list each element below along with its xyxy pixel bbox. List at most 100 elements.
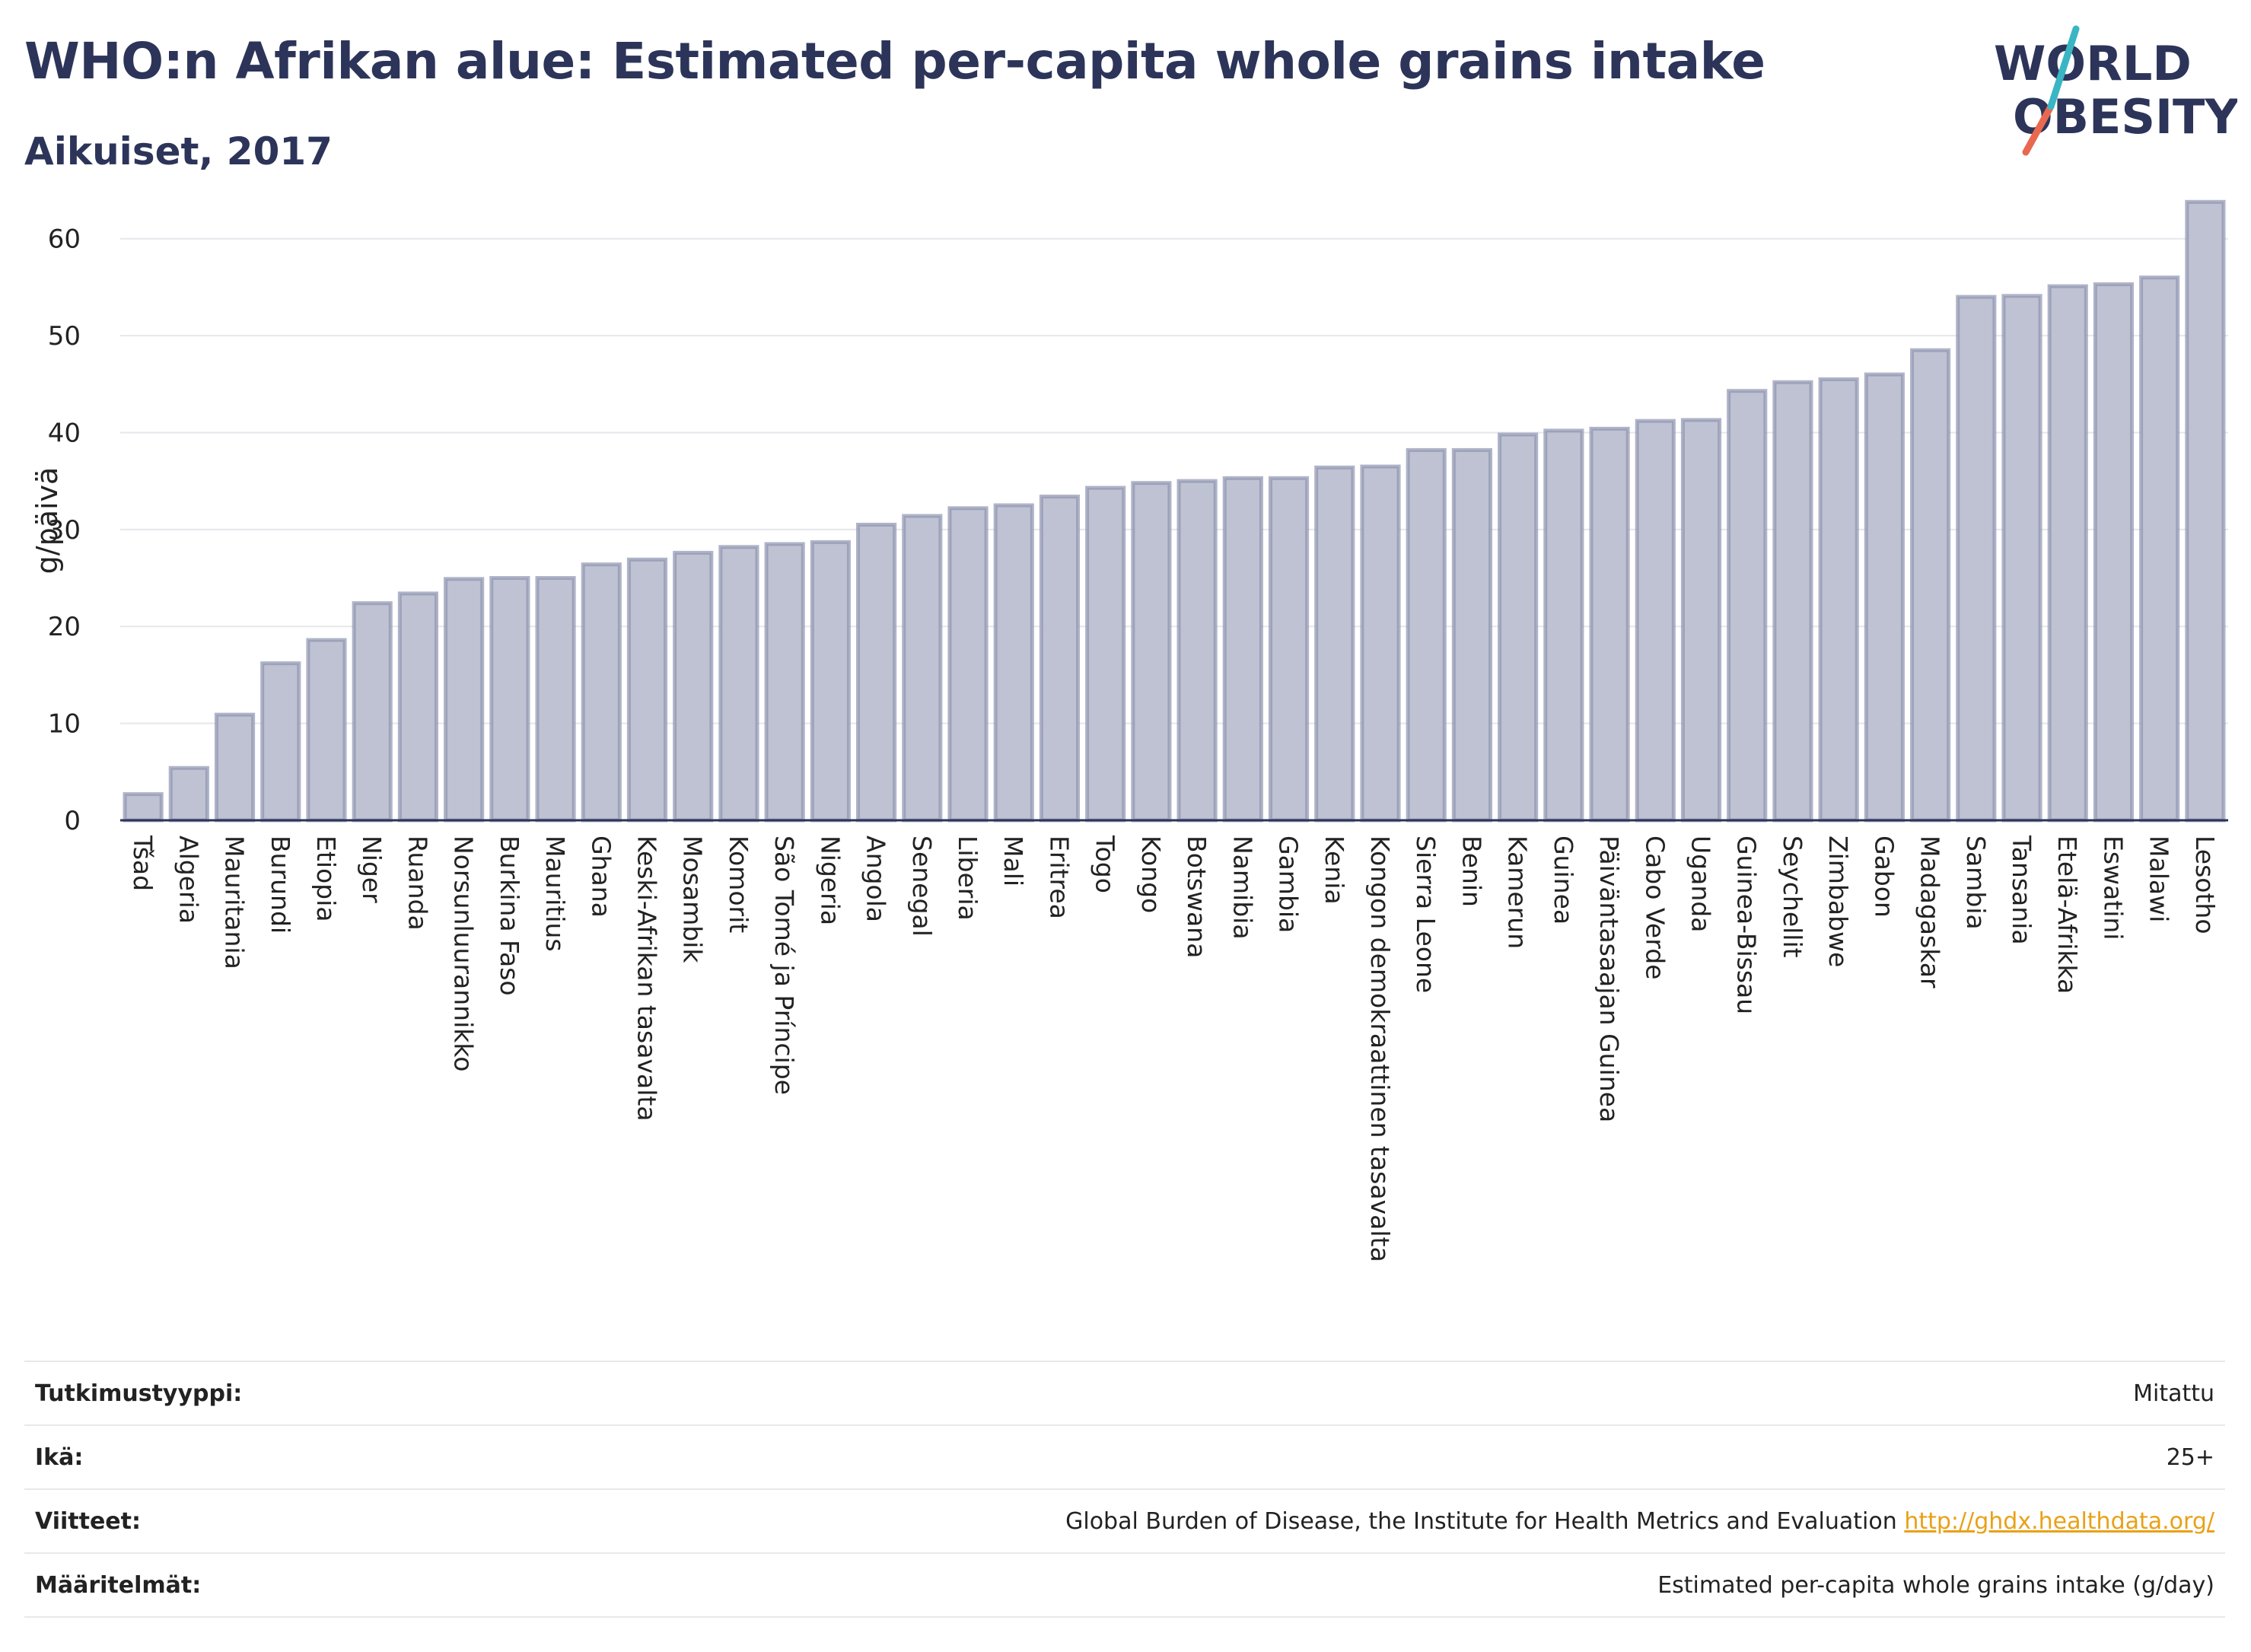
reference-link[interactable]: http://ghdx.healthdata.org/ xyxy=(1904,1507,2214,1535)
logo-slash-coral xyxy=(2022,103,2055,156)
bar xyxy=(2047,284,2088,823)
x-tick-label: Algeria xyxy=(174,836,203,924)
x-tick-label: Etiopia xyxy=(311,836,341,922)
metadata-value: 25+ xyxy=(2166,1444,2214,1471)
bar-chart: 0 10 20 30 40 50 60 g/päivä Tšad Algeria Mauritani… xyxy=(30,199,2228,1262)
x-tick-label: Burkina Faso xyxy=(495,836,524,996)
metadata-value: Mitattu xyxy=(2133,1380,2214,1407)
x-tick-label: Kamerun xyxy=(1503,836,1533,949)
x-tick-label: Gambia xyxy=(1274,836,1304,933)
bar xyxy=(1039,495,1081,823)
x-tick-label: Ghana xyxy=(586,836,616,918)
y-tick-label: 40 xyxy=(48,418,81,448)
bar xyxy=(2001,294,2042,823)
metadata-value: Estimated per-capita whole grains intake… xyxy=(1657,1571,2214,1599)
bar xyxy=(1635,419,1676,823)
x-tick-label: Zimbabwe xyxy=(1823,836,1853,967)
bar xyxy=(1314,465,1355,823)
x-tick-label: Benin xyxy=(1457,836,1486,907)
bar xyxy=(673,550,714,823)
y-axis-title: g/päivä xyxy=(30,467,64,575)
bar xyxy=(856,522,897,823)
bar xyxy=(1818,377,1859,823)
x-tick-label: Guinea-Bissau xyxy=(1732,836,1762,1014)
bar xyxy=(397,591,439,823)
x-tick-label: Malawi xyxy=(2144,836,2174,922)
bar xyxy=(810,540,851,823)
x-tick-label: Burundi xyxy=(266,836,295,934)
bar xyxy=(2185,199,2226,823)
metadata-label: Viitteet: xyxy=(35,1507,141,1535)
bar xyxy=(902,514,943,823)
metadata-label: Tutkimustyyppi: xyxy=(35,1380,243,1407)
y-tick-label: 60 xyxy=(48,224,81,255)
bar xyxy=(1222,476,1263,823)
bar xyxy=(260,661,301,823)
bar xyxy=(1406,447,1447,823)
bar xyxy=(444,577,485,823)
x-tick-label: Keski-Afrikan tasavalta xyxy=(632,836,662,1122)
x-tick-label: Päiväntasaajan Guinea xyxy=(1594,836,1624,1122)
bar xyxy=(581,562,622,823)
x-tick-label: Mali xyxy=(998,836,1028,886)
bar xyxy=(718,545,759,823)
x-tick-label: Namibia xyxy=(1227,836,1257,940)
x-tick-label: Mauritius xyxy=(540,836,570,952)
metadata-row-age: Ikä: 25+ xyxy=(24,1424,2225,1488)
metadata-row-references: Viitteet: Global Burden of Disease, the … xyxy=(24,1488,2225,1552)
bar xyxy=(1360,464,1401,823)
bar xyxy=(1956,294,1997,823)
x-tick-label: Kenia xyxy=(1320,836,1349,905)
metadata-row-study-type: Tutkimustyyppi: Mitattu xyxy=(24,1361,2225,1424)
x-tick-label: Nigeria xyxy=(815,836,845,925)
bar xyxy=(1772,380,1813,823)
bar xyxy=(1910,348,1951,823)
x-tick-label: Angola xyxy=(861,836,891,922)
metadata-table: Tutkimustyyppi: Mitattu Ikä: 25+ Viittee… xyxy=(24,1361,2225,1618)
bar xyxy=(1451,447,1492,823)
x-tick-label: Seychellit xyxy=(1778,836,1807,958)
x-tick-label: Tšad xyxy=(128,835,158,891)
x-tick-label: Madagaskar xyxy=(1915,836,1945,988)
bar xyxy=(1176,479,1218,823)
x-tick-label: Komorit xyxy=(724,836,753,933)
bar xyxy=(1864,372,1905,823)
bar xyxy=(1131,481,1172,823)
x-tick-label: Uganda xyxy=(1686,836,1716,932)
x-tick-label: Botswana xyxy=(1182,836,1211,958)
x-tick-label: Mosambik xyxy=(678,836,708,963)
x-tick-label: Sierra Leone xyxy=(1411,836,1441,993)
bar xyxy=(764,542,805,823)
bar xyxy=(1727,389,1768,823)
bar xyxy=(214,712,256,823)
bar xyxy=(1268,476,1310,823)
bar xyxy=(2093,282,2135,823)
x-tick-label: Liberia xyxy=(953,836,982,921)
bar xyxy=(1589,426,1630,823)
bar xyxy=(352,601,393,823)
x-tick-label: Eritrea xyxy=(1044,836,1074,919)
x-tick-label: Cabo Verde xyxy=(1640,836,1670,979)
x-tick-label: Norsunluurannikko xyxy=(449,836,479,1072)
bar xyxy=(123,792,164,823)
y-tick-label: 50 xyxy=(48,321,81,352)
x-tick-label: Guinea xyxy=(1549,836,1578,925)
x-tick-label: Lesotho xyxy=(2190,836,2220,934)
metadata-row-definitions: Määritelmät: Estimated per-capita whole … xyxy=(24,1552,2225,1618)
bar xyxy=(1085,485,1126,823)
x-tick-label: Etelä-Afrikka xyxy=(2052,836,2082,994)
y-tick-label: 0 xyxy=(64,806,81,836)
logo-word-world: WORLD xyxy=(1994,36,2192,91)
x-tick-label: Tansania xyxy=(2007,835,2036,945)
world-obesity-logo-graphic: WORLD OBESITY xyxy=(1994,25,2240,156)
bar xyxy=(2139,275,2180,823)
bar xyxy=(626,557,668,823)
x-tick-label: Niger xyxy=(357,836,387,903)
metadata-label: Ikä: xyxy=(35,1444,84,1471)
x-tick-label: Mauritania xyxy=(220,836,250,969)
y-tick-label: 20 xyxy=(48,612,81,642)
metadata-label: Määritelmät: xyxy=(35,1571,202,1599)
bar xyxy=(535,576,576,823)
chart-subtitle: Aikuiset, 2017 xyxy=(24,129,333,173)
bar xyxy=(489,576,530,823)
